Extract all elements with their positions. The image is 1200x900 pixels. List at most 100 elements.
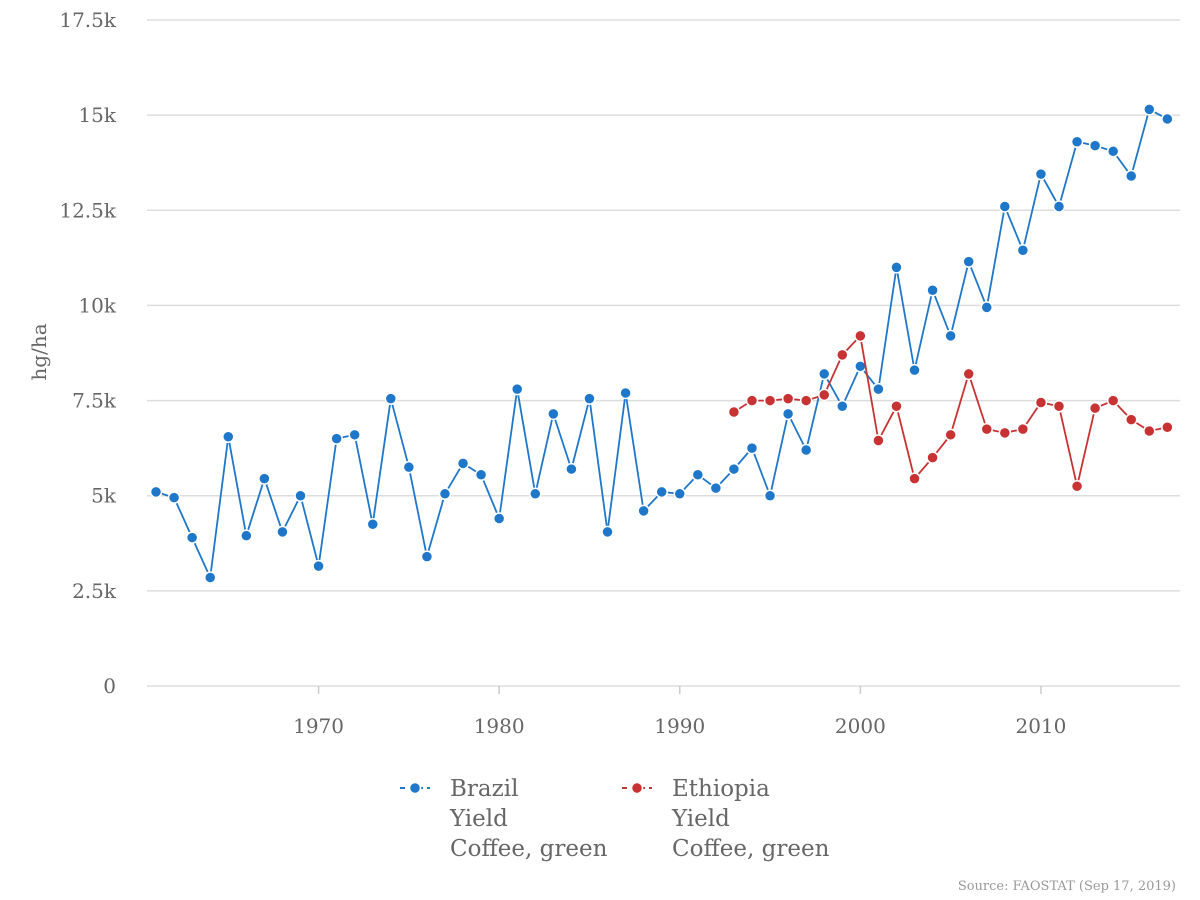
brazil-point[interactable]: [456, 457, 470, 470]
brazil-point[interactable]: [1016, 243, 1030, 257]
brazil-point[interactable]: [348, 428, 361, 442]
ethiopia-point[interactable]: [1161, 420, 1174, 434]
series: [149, 103, 1174, 584]
legend-marker: [630, 781, 644, 795]
ethiopia-point[interactable]: [799, 394, 813, 407]
brazil-point[interactable]: [799, 443, 813, 457]
brazil-point[interactable]: [366, 518, 379, 531]
brazil-line: [155, 108, 1168, 579]
brazil-point[interactable]: [980, 301, 994, 314]
brazil-point[interactable]: [1106, 145, 1120, 158]
brazil-point[interactable]: [510, 382, 524, 396]
ethiopia-point[interactable]: [1034, 396, 1048, 409]
brazil-point[interactable]: [655, 485, 668, 499]
brazil-point[interactable]: [1124, 169, 1138, 183]
legend-item-ethiopia[interactable]: Ethiopia Yield Coffee, green: [622, 776, 830, 862]
brazil-point[interactable]: [619, 386, 632, 400]
brazil-point[interactable]: [402, 460, 416, 474]
x-tick-label: 1990: [654, 714, 705, 738]
brazil-point[interactable]: [944, 329, 957, 343]
brazil-point[interactable]: [926, 283, 939, 297]
ethiopia-point[interactable]: [1052, 400, 1066, 413]
brazil-point[interactable]: [745, 441, 759, 455]
brazil-point[interactable]: [258, 472, 271, 485]
brazil-point[interactable]: [962, 255, 975, 268]
brazil-point[interactable]: [565, 462, 578, 476]
series-brazil: [149, 103, 1174, 584]
brazil-point[interactable]: [547, 407, 560, 421]
brazil-point[interactable]: [908, 363, 921, 377]
brazil-point[interactable]: [203, 571, 217, 584]
ethiopia-point[interactable]: [1088, 401, 1102, 415]
brazil-point[interactable]: [1052, 200, 1066, 213]
brazil-point[interactable]: [709, 481, 723, 495]
brazil-point[interactable]: [492, 512, 506, 525]
brazil-point[interactable]: [601, 525, 614, 539]
brazil-point[interactable]: [276, 525, 289, 539]
brazil-point[interactable]: [294, 489, 307, 502]
ethiopia-point[interactable]: [908, 472, 921, 485]
source-note: Source: FAOSTAT (Sep 17, 2019): [958, 879, 1176, 894]
brazil-point[interactable]: [420, 550, 434, 563]
legend-label: Yield: [449, 806, 508, 832]
ethiopia-point[interactable]: [872, 434, 885, 447]
brazil-point[interactable]: [384, 392, 398, 405]
brazil-point[interactable]: [1034, 167, 1048, 181]
brazil-point[interactable]: [185, 531, 199, 544]
y-tick-label: 17.5k: [59, 8, 117, 32]
brazil-point[interactable]: [836, 400, 849, 413]
brazil-point[interactable]: [529, 487, 542, 501]
brazil-point[interactable]: [330, 432, 343, 445]
ethiopia-point[interactable]: [926, 451, 939, 464]
ethiopia-point[interactable]: [727, 405, 741, 419]
y-axis-title: hg/ha: [27, 323, 51, 380]
y-tick-label: 10k: [78, 293, 116, 317]
brazil-point[interactable]: [781, 407, 795, 421]
brazil-point[interactable]: [1161, 112, 1174, 126]
ethiopia-point[interactable]: [980, 422, 994, 436]
brazil-point[interactable]: [637, 504, 650, 518]
ethiopia-point[interactable]: [836, 348, 849, 362]
legend-marker: [408, 781, 422, 795]
legend-item-brazil[interactable]: Brazil Yield Coffee, green: [400, 776, 608, 862]
brazil-point[interactable]: [890, 261, 903, 274]
ethiopia-point[interactable]: [944, 428, 957, 442]
ethiopia-point[interactable]: [1106, 394, 1120, 407]
ethiopia-point[interactable]: [962, 367, 975, 381]
ethiopia-point[interactable]: [817, 388, 831, 402]
brazil-point[interactable]: [998, 200, 1012, 213]
ethiopia-point[interactable]: [890, 400, 903, 413]
brazil-point[interactable]: [691, 468, 705, 482]
brazil-point[interactable]: [1088, 139, 1102, 152]
ethiopia-point[interactable]: [781, 392, 795, 405]
ethiopia-point[interactable]: [1124, 413, 1138, 426]
ethiopia-point[interactable]: [763, 394, 777, 407]
brazil-point[interactable]: [474, 468, 488, 482]
ethiopia-point[interactable]: [745, 394, 759, 407]
brazil-point[interactable]: [673, 487, 687, 501]
brazil-point[interactable]: [438, 487, 452, 501]
ethiopia-point[interactable]: [1070, 479, 1084, 493]
brazil-point[interactable]: [1070, 135, 1084, 149]
brazil-point[interactable]: [727, 462, 741, 476]
y-tick-label: 7.5k: [72, 389, 117, 413]
brazil-point[interactable]: [167, 491, 181, 504]
ethiopia-point[interactable]: [854, 329, 867, 343]
brazil-point[interactable]: [1143, 103, 1156, 116]
brazil-point[interactable]: [583, 392, 596, 405]
ethiopia-point[interactable]: [1016, 422, 1030, 436]
brazil-point[interactable]: [222, 430, 235, 443]
brazil-point[interactable]: [817, 367, 831, 381]
ethiopia-line: [733, 334, 1168, 488]
x-tick-label: 2000: [835, 714, 886, 738]
ethiopia-point[interactable]: [998, 426, 1012, 440]
ethiopia-point[interactable]: [1143, 424, 1156, 438]
brazil-point[interactable]: [763, 489, 777, 502]
brazil-point[interactable]: [312, 559, 325, 573]
y-tick-label: 0: [103, 674, 116, 698]
legend[interactable]: Brazil Yield Coffee, green Ethiopia Yield Cof…: [400, 776, 830, 862]
brazil-point[interactable]: [240, 529, 253, 542]
brazil-point[interactable]: [872, 382, 885, 396]
brazil-point[interactable]: [149, 485, 163, 499]
gridlines: [147, 19, 1180, 687]
